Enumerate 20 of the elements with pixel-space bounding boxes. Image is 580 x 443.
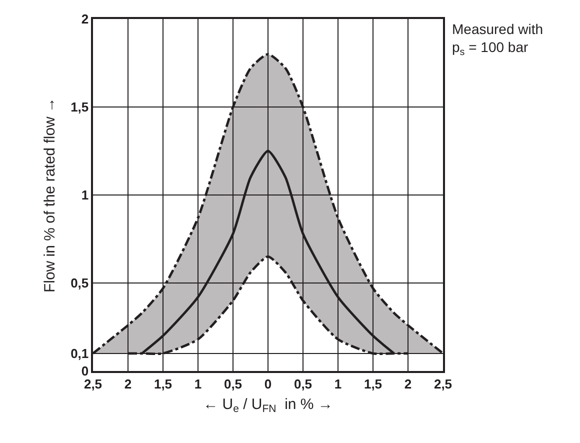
- y-tick-label: 0: [81, 364, 89, 379]
- x-tick-label: 0,5: [294, 376, 312, 392]
- y-axis-title: Flow in % of the rated flow →: [41, 97, 58, 293]
- y-tick-label: 0,1: [70, 346, 89, 361]
- x-tick-label: 1,5: [364, 376, 382, 392]
- x-tick-label: 0,5: [224, 376, 242, 392]
- x-axis-title: ← U$_{e}$ / U$_{FN}$ in % →: [203, 396, 333, 415]
- x-tick-label: 2: [124, 376, 132, 392]
- x-tick-label: 2,5: [434, 376, 452, 392]
- y-tick-label: 1: [81, 188, 89, 203]
- x-tick-label: 2: [404, 376, 412, 392]
- x-tick-label: 2,5: [84, 376, 102, 392]
- text: Measured with p$_{s}$ = 100 bar: [452, 21, 544, 58]
- x-tick-label: 1: [334, 376, 342, 392]
- y-tick-label: 2: [81, 12, 89, 27]
- x-tick-label: 1: [194, 376, 202, 392]
- x-tick-label: 1,5: [154, 376, 172, 392]
- y-tick-label: 1,5: [70, 100, 89, 115]
- x-tick-label: 0: [264, 376, 272, 392]
- y-tick-label: 0,5: [70, 276, 89, 291]
